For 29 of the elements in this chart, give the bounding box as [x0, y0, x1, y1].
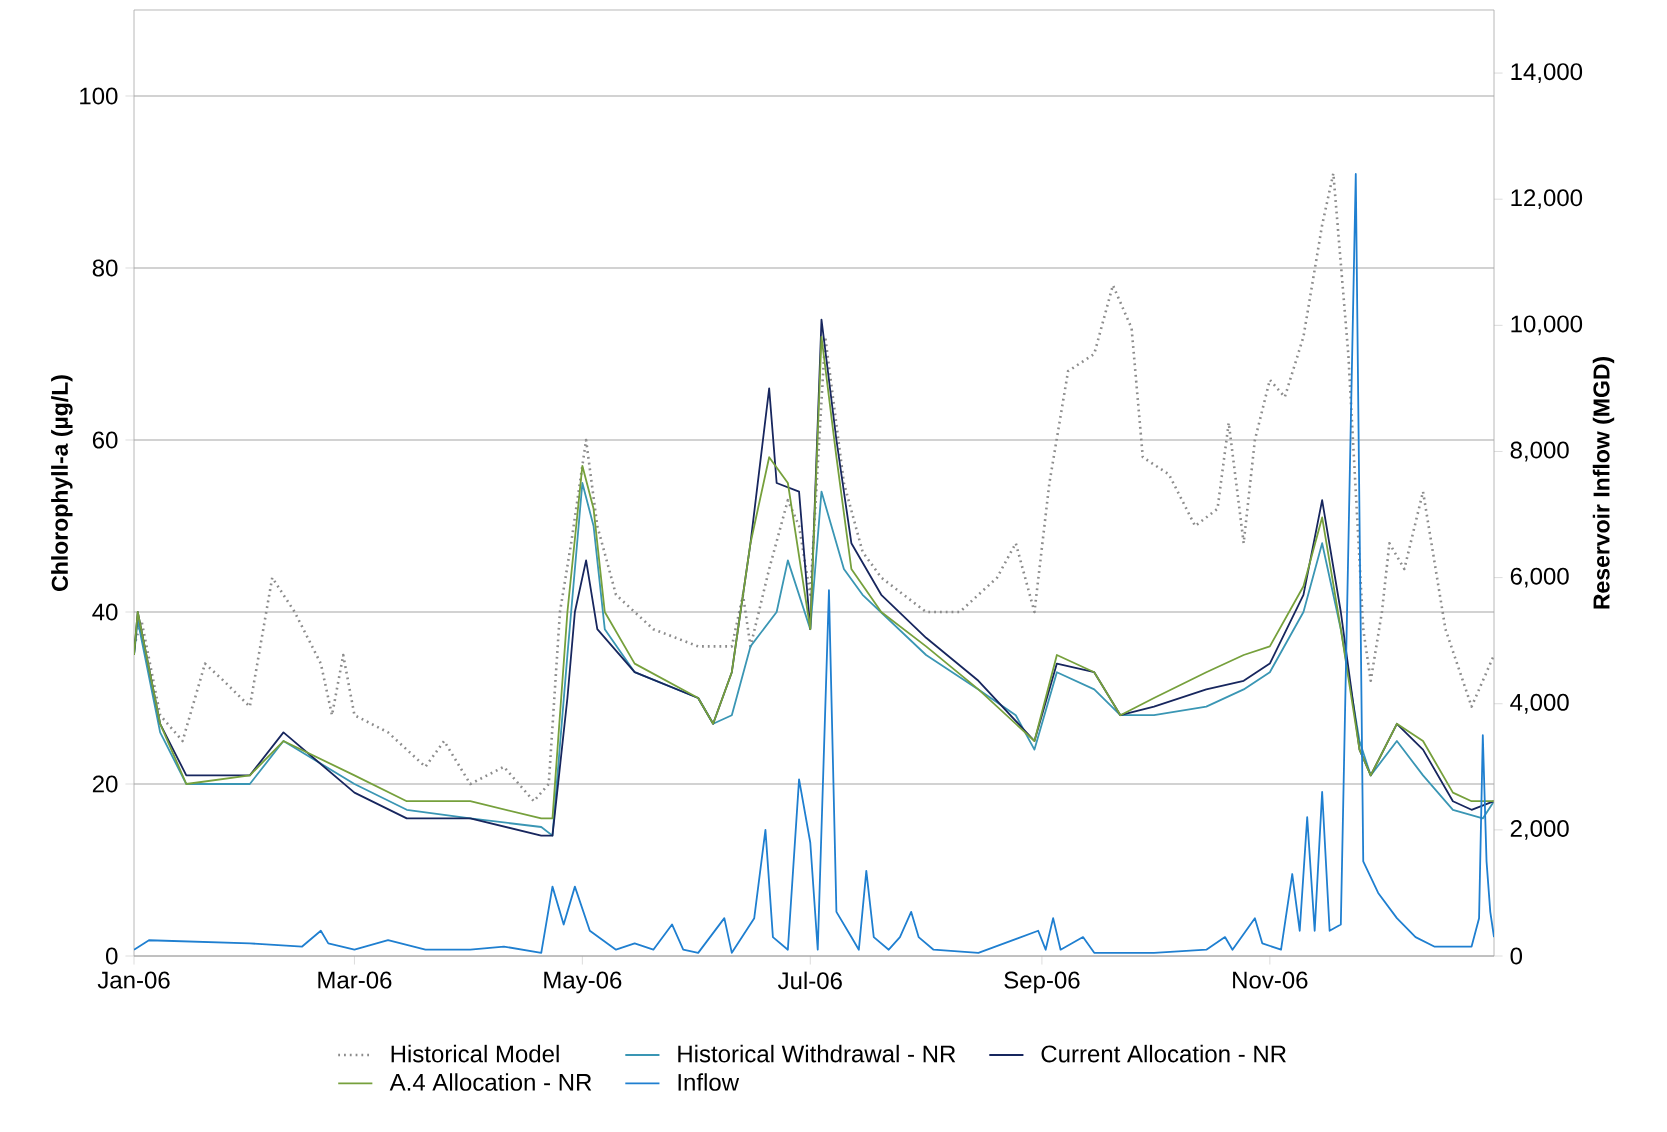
y2-tick-label: 0	[1510, 947, 1523, 965]
line-series	[134, 482, 1495, 837]
x-tick-label: Jan-06	[97, 971, 170, 989]
y-tick-label: 100	[80, 87, 118, 105]
y2-axis-title: Reservoir Inflow (MGD)	[1592, 357, 1615, 609]
y2-tick-label: 2,000	[1510, 819, 1569, 840]
y-tick-label: 80	[92, 259, 118, 277]
y2-tick-label: 12,000	[1511, 189, 1583, 210]
x-tick-label: May-06	[544, 971, 622, 994]
y2-tick-label: 6,000	[1510, 567, 1569, 588]
y-axis-title: Chlorophyll-a (µg/L)	[51, 375, 73, 591]
y2-tick-label: 4,000	[1510, 693, 1569, 714]
y2-tick-label: 8,000	[1510, 441, 1569, 462]
y-tick-label: 0	[105, 947, 118, 965]
x-tick-label: Nov-06	[1233, 971, 1308, 989]
y-tick-label: 60	[92, 431, 118, 449]
legend-label: Current Allocation - NR	[1041, 1044, 1286, 1063]
line-series	[134, 172, 1495, 803]
legend-label: Inflow	[678, 1073, 740, 1091]
x-tick-label: Sep-06	[1004, 971, 1080, 994]
y-tick-label: 20	[92, 775, 118, 793]
y2-tick-label: 10,000	[1511, 315, 1583, 336]
x-tick-label: Mar-06	[318, 971, 392, 989]
y-tick-label: 40	[92, 603, 118, 621]
legend-label: Historical Withdrawal - NR	[678, 1044, 956, 1063]
x-tick-label: Jul-06	[777, 971, 842, 990]
legend-label: Historical Model	[391, 1044, 559, 1063]
legend-label: A.4 Allocation - NR	[389, 1073, 592, 1091]
y2-tick-label: 14,000	[1511, 63, 1583, 83]
